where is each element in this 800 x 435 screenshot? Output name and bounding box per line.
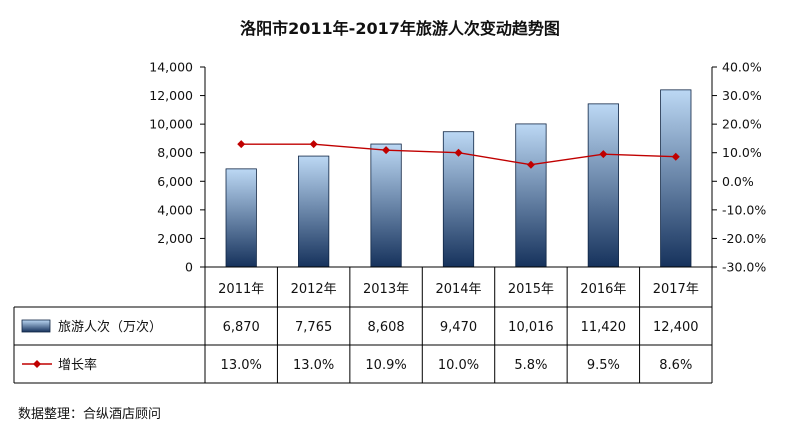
legend-bar-swatch [21,319,51,333]
growth-value-label: 8.6% [659,358,692,373]
y-left-tick-label: 14,000 [149,60,193,75]
y-right-tick-label: 20.0% [722,117,762,132]
bar-0 [225,168,257,268]
y-left-tick-label: 10,000 [149,117,193,132]
x-category-label: 2013年 [363,282,409,297]
growth-marker-3 [454,148,463,157]
source-note: 数据整理：合纵酒店顾问 [18,407,161,422]
y-right-tick-label: 40.0% [722,60,762,75]
y-left-tick-label: 6,000 [157,174,193,189]
y-right-tick-label: -20.0% [722,231,766,246]
x-category-label: 2016年 [580,282,626,297]
y-right-tick-label: 10.0% [722,145,762,160]
bar-value-label: 6,870 [223,320,260,335]
growth-marker-6 [671,152,680,161]
y-left-tick-label: 8,000 [157,145,193,160]
x-category-label: 2017年 [653,282,699,297]
growth-marker-5 [599,150,608,159]
x-category-label: 2011年 [218,282,264,297]
growth-value-label: 5.8% [514,358,547,373]
x-category-label: 2014年 [435,282,481,297]
growth-marker-4 [526,160,535,169]
legend-bar-label: 旅游人次（万次） [58,319,162,335]
legend-line-marker [33,360,41,368]
chart-title: 洛阳市2011年-2017年旅游人次变动趋势图 [240,19,560,38]
bar-1 [298,155,330,268]
growth-value-label: 13.0% [293,358,334,373]
bar-value-label: 7,765 [295,320,332,335]
bar-value-label: 11,420 [581,320,627,335]
growth-value-label: 13.0% [221,358,262,373]
bar-value-label: 9,470 [440,320,477,335]
growth-value-label: 10.0% [438,358,479,373]
y-left-tick-label: 2,000 [157,231,193,246]
bar-5 [587,103,619,268]
x-category-label: 2012年 [291,282,337,297]
bar-value-label: 12,400 [653,320,699,335]
bar-6 [660,89,692,268]
bar-value-label: 8,608 [367,320,404,335]
y-right-tick-label: 30.0% [722,88,762,103]
y-left-tick-label: 4,000 [157,202,193,217]
growth-marker-2 [382,146,391,155]
x-category-label: 2015年 [508,282,554,297]
y-left-tick-label: 0 [185,260,193,275]
bar-2 [370,143,402,268]
growth-marker-1 [309,140,318,149]
bar-value-label: 10,016 [508,320,554,335]
bar-4 [515,123,547,268]
y-right-tick-label: -30.0% [722,260,766,275]
growth-value-label: 9.5% [587,358,620,373]
y-right-tick-label: -10.0% [722,202,766,217]
growth-value-label: 10.9% [365,358,406,373]
legend-line-label: 增长率 [58,357,97,373]
y-right-tick-label: 0.0% [722,174,754,189]
y-left-tick-label: 12,000 [149,88,193,103]
growth-marker-0 [237,140,246,149]
